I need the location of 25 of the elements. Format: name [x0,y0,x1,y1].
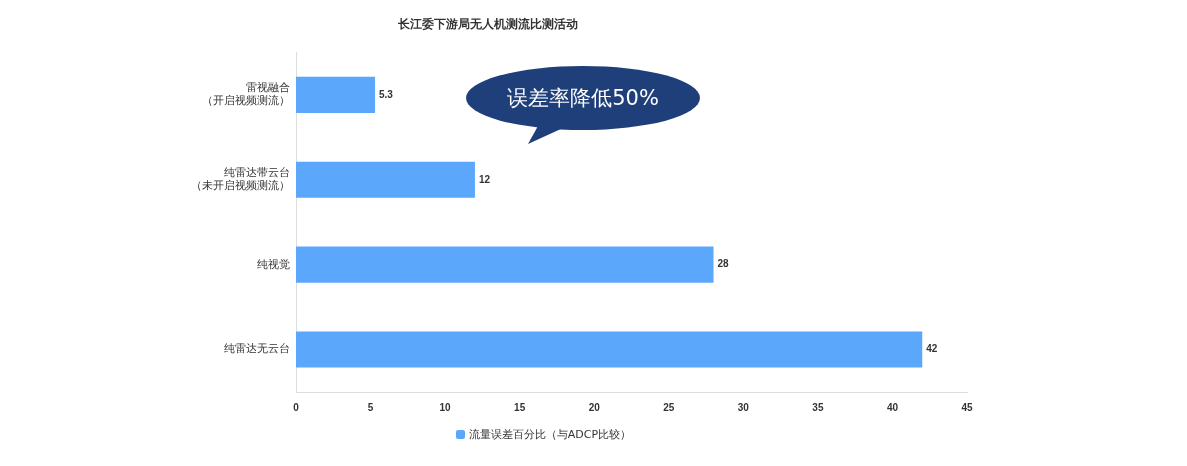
x-tick-label: 20 [588,401,601,413]
x-tick-label: 35 [812,401,824,413]
x-tick-label: 0 [293,401,300,413]
y-tick-label: 雷视融合（开启视频测流） [202,81,290,108]
chart-title: 长江委下游局无人机测流比测活动 [396,17,578,32]
legend-label: 流量误差百分比（与ADCP比较） [468,428,632,441]
bar [296,161,475,198]
data-label: 28 [717,258,730,270]
bar [296,331,923,368]
annotation: 误差率降低50% [463,64,703,132]
y-tick-label: 纯视觉 [257,257,290,271]
bar [296,76,376,113]
bar [296,246,714,283]
x-tick-label: 30 [737,401,750,413]
x-tick-label: 45 [961,401,973,413]
x-tick-label: 10 [439,401,452,413]
x-tick-label: 15 [514,401,526,413]
x-tick-label: 5 [367,401,374,413]
data-label: 5.3 [379,88,394,100]
y-tick-label: 纯雷达无云台 [224,342,290,356]
y-tick-label: 纯雷达带云台（未开启视频测流） [191,166,290,193]
x-tick-label: 40 [886,401,899,413]
data-label: 42 [926,343,938,355]
data-label: 12 [478,173,491,185]
x-tick-label: 25 [663,401,675,413]
